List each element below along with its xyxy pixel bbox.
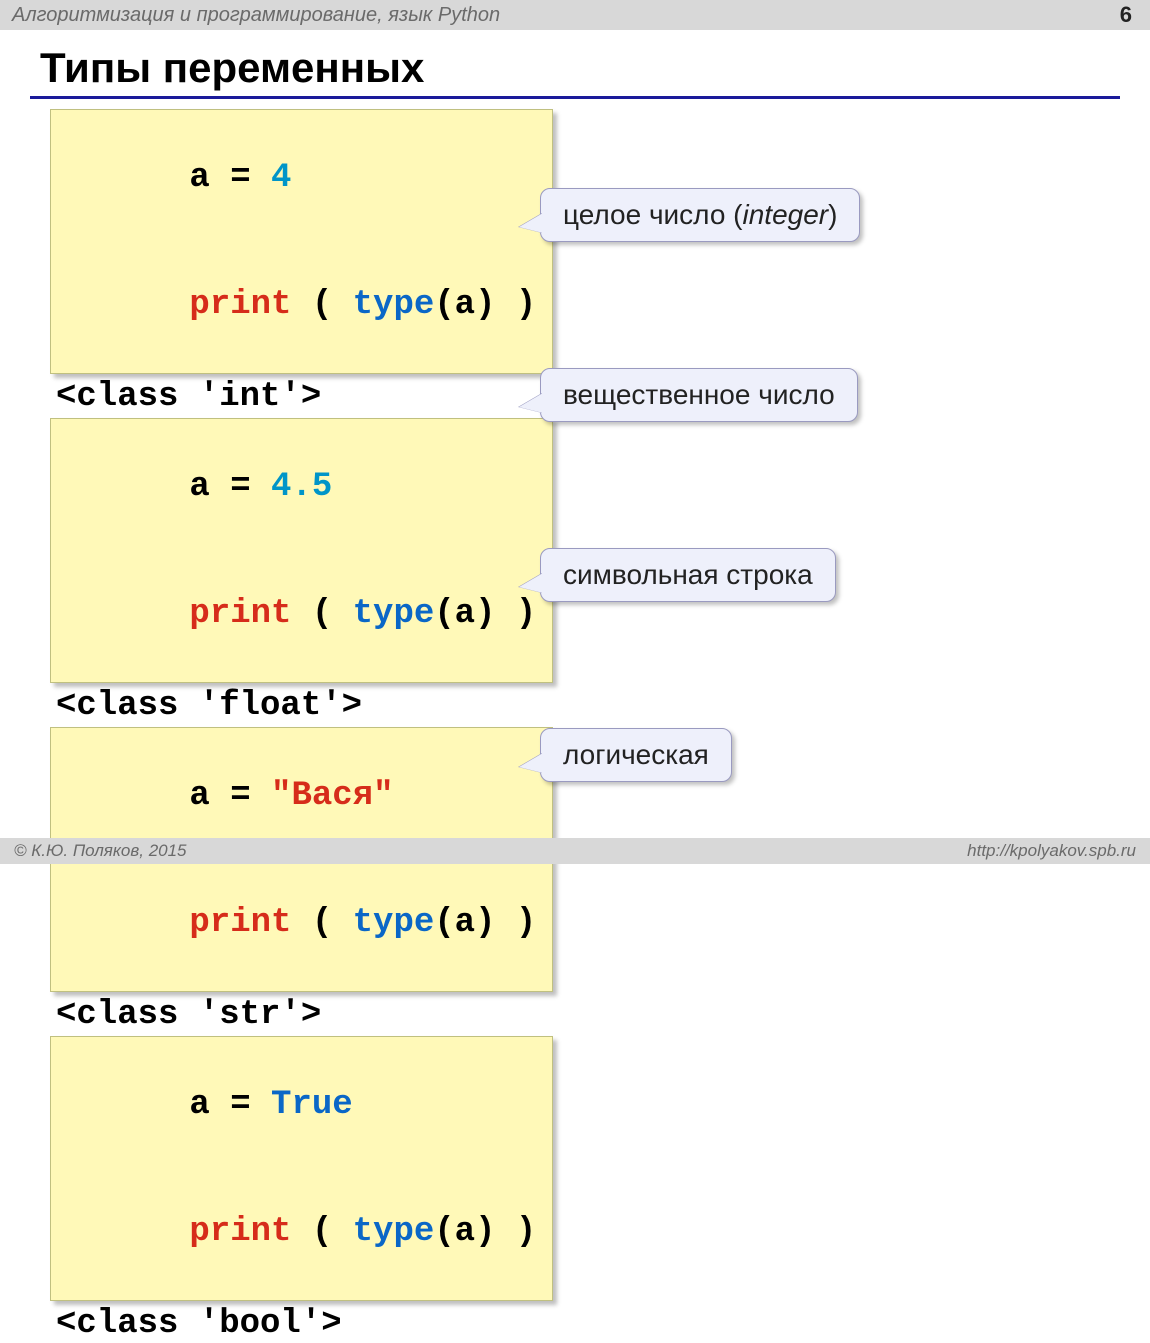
output-bool: <class 'bool'> [50,1305,1150,1343]
assign-value: 4 [271,159,291,197]
header-title: Алгоритмизация и программирование, язык … [12,4,500,27]
callout-bool: логическая [540,728,732,782]
code-box-int: a = 4 print ( type(a) ) [50,109,553,374]
page-number: 6 [1120,2,1132,28]
callout-tail-icon [519,393,543,413]
print-kw: print [189,286,311,324]
callout-str: символьная строка [540,548,836,602]
assign-value: True [271,1086,353,1124]
header-bar: Алгоритмизация и программирование, язык … [0,0,1150,30]
output-str: <class 'str'> [50,996,1150,1034]
assign-value: "Вася" [271,777,393,815]
code-box-float: a = 4.5 print ( type(a) ) [50,418,553,683]
title-underline [30,96,1120,99]
callout-integer: целое число (integer) [540,188,860,242]
assign-text: a = [189,159,271,197]
callout-tail-icon [519,573,543,593]
assign-value: 4.5 [271,468,332,506]
footer-bar: © К.Ю. Поляков, 2015 http://kpolyakov.sp… [0,838,1150,864]
callout-tail-icon [519,753,543,773]
code-box-bool: a = True print ( type(a) ) [50,1036,553,1301]
slide-title: Типы переменных [0,30,1150,96]
footer-url: http://kpolyakov.spb.ru [967,841,1136,861]
footer-copyright: © К.Ю. Поляков, 2015 [14,841,187,861]
callout-float: вещественное число [540,368,858,422]
output-float: <class 'float'> [50,687,1150,725]
callout-tail-icon [519,213,543,233]
type-kw: type [353,286,435,324]
content-area: a = 4 print ( type(a) ) <class 'int'> a … [0,109,1150,1343]
